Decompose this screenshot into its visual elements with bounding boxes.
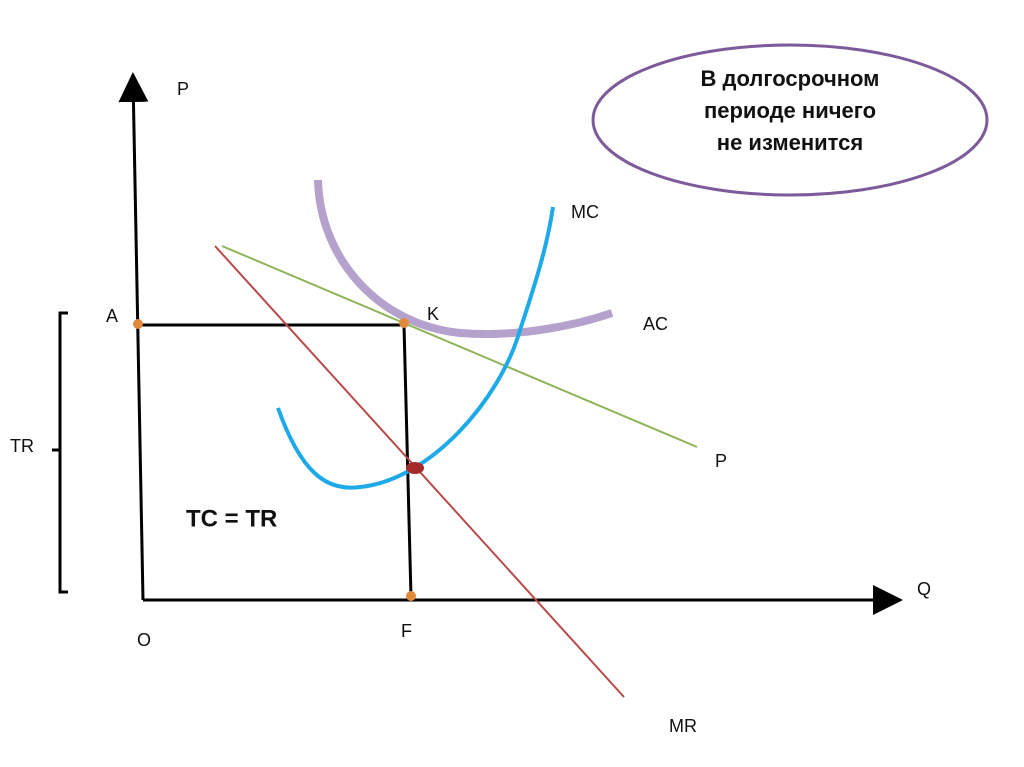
callout-line: не изменится [717,130,863,155]
y-axis [118,72,149,601]
point-f [406,591,416,601]
x-axis-label: Q [917,579,931,599]
demand-line [221,245,698,448]
rect-right [402,324,413,598]
mc-curve [276,206,555,490]
tr-bracket [52,311,68,594]
point-label: K [427,304,439,324]
curve-label: MR [669,716,697,736]
equation: TC = TR [186,505,277,532]
callout-ellipse [591,43,989,197]
curve-label: P [715,451,727,471]
point-label: F [401,621,412,641]
point-a [133,319,143,329]
bracket-label: TR [10,436,34,456]
callout-line: периоде ничего [704,98,876,123]
point-k [399,318,409,328]
origin-label: O [137,630,151,650]
curve-label: AC [643,314,668,334]
intersection-point [406,462,424,474]
y-axis-label: P [177,79,189,99]
ac-curve [314,179,614,339]
curve-label: MC [571,202,599,222]
callout-line: В долгосрочном [701,66,880,91]
point-label: A [106,306,118,326]
